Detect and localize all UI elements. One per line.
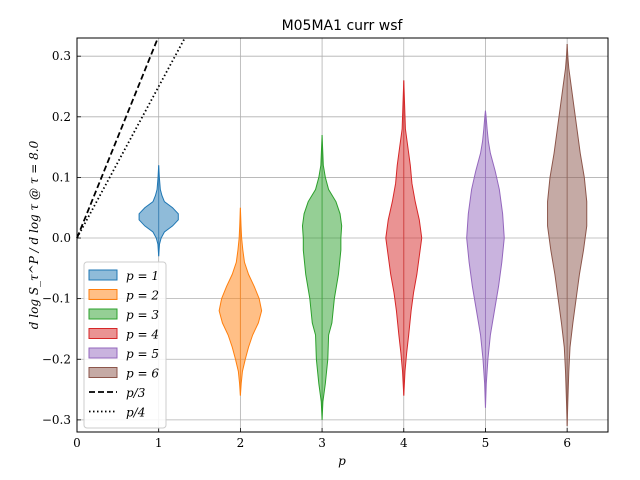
x-tick-label: 6 — [563, 436, 571, 450]
chart-title: M05MA1 curr wsf — [282, 18, 404, 34]
x-axis-label: p — [338, 454, 346, 468]
y-tick-label: −0.2 — [42, 352, 71, 366]
x-tick-label: 0 — [73, 436, 81, 450]
x-tick-label: 1 — [155, 436, 163, 450]
legend-swatch — [88, 269, 118, 281]
x-tick-label: 3 — [318, 436, 326, 450]
x-tick-label: 4 — [400, 436, 408, 450]
y-tick-label: −0.3 — [42, 413, 71, 427]
y-tick-label: 0.1 — [52, 170, 71, 184]
legend-label: p = 2 — [126, 289, 159, 303]
reference-line-dotted — [76, 37, 186, 239]
legend: p = 1 p = 2 p = 3 p = 4 p = 5 p = 6 p/3 p/4 — [83, 261, 167, 429]
legend-label: p = 6 — [126, 367, 159, 381]
y-tick-label: 0.3 — [52, 49, 71, 63]
reference-lines — [76, 37, 186, 239]
y-tick-label: 0.2 — [52, 110, 71, 124]
legend-label: p = 5 — [126, 347, 159, 361]
violins — [138, 44, 588, 426]
y-axis-label: d log S_τ^P / d log τ @ τ = 8.0 — [27, 140, 41, 329]
legend-label: p/3 — [126, 386, 146, 400]
x-tick-label: 5 — [482, 436, 490, 450]
y-axis-ticks: −0.3 −0.2 −0.1 0.0 0.1 0.2 0.3 — [42, 49, 81, 427]
legend-label: p = 3 — [126, 308, 159, 322]
legend-swatch — [88, 367, 118, 378]
legend-swatch — [88, 308, 118, 320]
legend-swatch — [88, 347, 118, 359]
legend-label: p = 1 — [126, 269, 159, 283]
legend-swatch — [88, 328, 118, 339]
legend-swatch — [88, 289, 118, 300]
plot-frame — [76, 37, 609, 433]
legend-label: p = 4 — [126, 328, 159, 342]
legend-label: p/4 — [126, 406, 145, 420]
x-axis-ticks: 0 1 2 3 4 5 6 — [73, 428, 571, 450]
y-tick-label: 0.0 — [52, 231, 71, 245]
x-tick-label: 2 — [237, 436, 245, 450]
y-tick-label: −0.1 — [42, 292, 71, 306]
legend-box — [83, 261, 167, 429]
